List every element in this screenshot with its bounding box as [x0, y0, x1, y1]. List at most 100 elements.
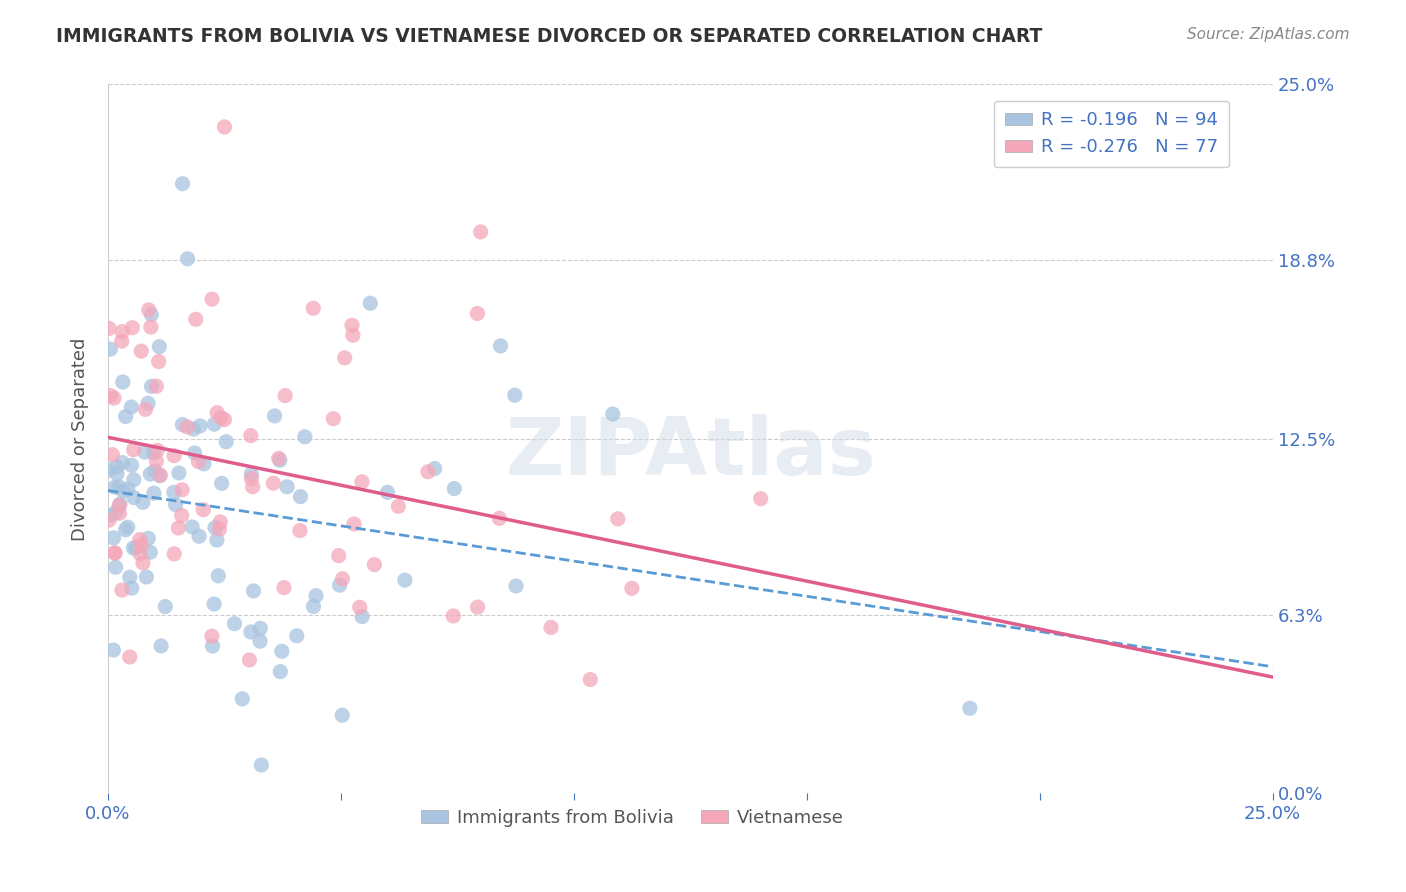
Point — [121, 581, 143, 595]
Point — [602, 407, 624, 421]
Point — [131, 538, 153, 552]
Point — [467, 306, 489, 320]
Point — [98, 388, 121, 402]
Point — [276, 480, 298, 494]
Point — [209, 410, 232, 425]
Point — [143, 464, 166, 478]
Point — [350, 475, 373, 489]
Point — [249, 634, 271, 648]
Point — [111, 456, 134, 470]
Point — [128, 533, 150, 547]
Point — [749, 491, 772, 506]
Point — [167, 466, 190, 480]
Point — [150, 639, 173, 653]
Point — [114, 523, 136, 537]
Point — [416, 465, 439, 479]
Point — [111, 334, 134, 348]
Point — [340, 318, 363, 333]
Point — [129, 547, 152, 561]
Point — [285, 629, 308, 643]
Point — [959, 701, 981, 715]
Point — [139, 545, 162, 559]
Point — [142, 446, 165, 460]
Point — [208, 522, 231, 536]
Point — [111, 582, 134, 597]
Point — [97, 513, 120, 527]
Point — [269, 453, 291, 467]
Point — [214, 120, 236, 134]
Point — [363, 558, 385, 572]
Point — [238, 653, 260, 667]
Point — [105, 460, 128, 475]
Point — [101, 448, 124, 462]
Point — [114, 409, 136, 424]
Point — [489, 339, 512, 353]
Point — [332, 572, 354, 586]
Point — [142, 486, 165, 500]
Point — [249, 621, 271, 635]
Point — [117, 520, 139, 534]
Point — [103, 391, 125, 405]
Point — [263, 409, 285, 423]
Point — [132, 495, 155, 509]
Point — [105, 467, 128, 481]
Point — [215, 434, 238, 449]
Point — [188, 418, 211, 433]
Point — [139, 467, 162, 481]
Point — [138, 302, 160, 317]
Point — [204, 521, 226, 535]
Point — [176, 252, 198, 266]
Point — [148, 354, 170, 368]
Point — [111, 375, 134, 389]
Point — [470, 225, 492, 239]
Point — [145, 454, 167, 468]
Point — [503, 388, 526, 402]
Point — [176, 420, 198, 434]
Text: ZIPAtlas: ZIPAtlas — [505, 414, 876, 492]
Point — [342, 328, 364, 343]
Point — [443, 482, 465, 496]
Point — [134, 445, 156, 459]
Point — [167, 521, 190, 535]
Point — [112, 484, 135, 499]
Point — [240, 471, 263, 485]
Point — [136, 532, 159, 546]
Point — [108, 497, 131, 511]
Point — [211, 476, 233, 491]
Point — [163, 547, 186, 561]
Point — [305, 589, 328, 603]
Point — [201, 639, 224, 653]
Point — [343, 516, 366, 531]
Point — [352, 609, 374, 624]
Point — [423, 461, 446, 475]
Point — [149, 468, 172, 483]
Point — [262, 476, 284, 491]
Point — [193, 502, 215, 516]
Point — [187, 455, 209, 469]
Point — [155, 599, 177, 614]
Point — [129, 344, 152, 359]
Point — [488, 511, 510, 525]
Point — [201, 629, 224, 643]
Point — [209, 515, 232, 529]
Point — [118, 650, 141, 665]
Point — [540, 620, 562, 634]
Point — [302, 599, 325, 614]
Point — [139, 320, 162, 334]
Point — [269, 665, 291, 679]
Point — [359, 296, 381, 310]
Point — [97, 321, 120, 335]
Point — [122, 473, 145, 487]
Point — [328, 549, 350, 563]
Point — [135, 570, 157, 584]
Point — [290, 490, 312, 504]
Point — [104, 546, 127, 560]
Point — [172, 483, 194, 497]
Point — [288, 524, 311, 538]
Point — [202, 417, 225, 432]
Point — [132, 556, 155, 570]
Point — [100, 342, 122, 356]
Point — [163, 449, 186, 463]
Point — [108, 506, 131, 520]
Point — [103, 531, 125, 545]
